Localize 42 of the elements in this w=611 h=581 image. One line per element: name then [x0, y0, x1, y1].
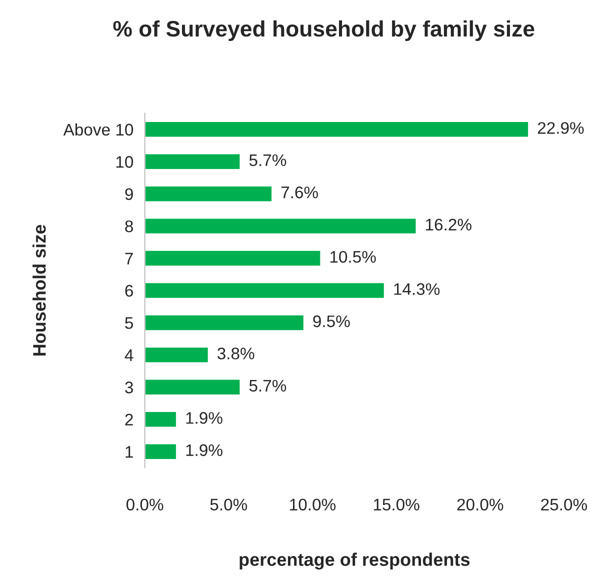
x-axis-title: percentage of respondents	[240, 552, 470, 570]
chart-title: % of Surveyed household by family size	[113, 20, 534, 42]
data-label: 1.9%	[186, 412, 222, 424]
x-tick-label: 5.0%	[210, 498, 248, 511]
data-label: 7.6%	[281, 186, 318, 198]
bar	[144, 120, 530, 138]
y-tick-label: 5	[125, 317, 133, 329]
bar	[144, 250, 322, 268]
y-tick-label: 4	[124, 350, 134, 361]
data-label: 9.5%	[313, 315, 350, 328]
bar	[144, 282, 386, 300]
x-tick-label: 10.0%	[290, 498, 336, 511]
y-tick-label: 6	[125, 284, 133, 297]
x-tick-label: 0.0%	[126, 498, 164, 511]
x-tick-label: 20.0%	[457, 498, 504, 511]
y-tick-label: Above 10	[63, 123, 134, 136]
bar	[144, 185, 273, 203]
bar	[144, 378, 242, 396]
data-label: 5.7%	[249, 154, 286, 166]
y-tick-label: 2	[125, 414, 133, 426]
x-tick-label: 25.0%	[541, 498, 587, 511]
y-tick-label: 10	[116, 156, 134, 168]
bar	[144, 314, 305, 332]
data-label: 14.3%	[394, 283, 440, 295]
data-label: 22.9%	[538, 122, 584, 134]
bar	[144, 410, 178, 428]
y-tick-label: 8	[125, 220, 133, 232]
x-tick-label: 15.0%	[374, 498, 420, 511]
bar	[144, 152, 242, 170]
data-label: 3.8%	[217, 348, 254, 360]
y-tick-label: 3	[125, 382, 133, 394]
y-tick-label: 7	[125, 252, 133, 264]
y-axis-title: Household size	[32, 224, 46, 356]
y-tick-label: 1	[126, 446, 133, 458]
data-label: 16.2%	[426, 218, 472, 231]
bar	[144, 346, 210, 364]
data-label: 10.5%	[330, 250, 376, 263]
data-label: 1.9%	[186, 444, 222, 456]
data-label: 5.7%	[249, 380, 286, 392]
bar	[144, 442, 178, 460]
y-tick-label: 9	[125, 188, 133, 200]
bar	[144, 217, 418, 235]
